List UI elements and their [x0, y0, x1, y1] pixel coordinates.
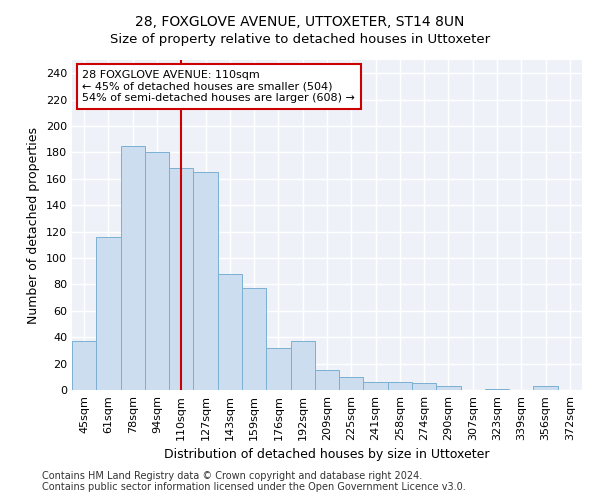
- Text: Size of property relative to detached houses in Uttoxeter: Size of property relative to detached ho…: [110, 32, 490, 46]
- Bar: [218, 274, 242, 390]
- Bar: [193, 172, 218, 390]
- Bar: [96, 237, 121, 390]
- X-axis label: Distribution of detached houses by size in Uttoxeter: Distribution of detached houses by size …: [164, 448, 490, 462]
- Bar: [412, 384, 436, 390]
- Bar: [145, 152, 169, 390]
- Text: Contains HM Land Registry data © Crown copyright and database right 2024.
Contai: Contains HM Land Registry data © Crown c…: [42, 471, 466, 492]
- Bar: [266, 348, 290, 390]
- Text: 28 FOXGLOVE AVENUE: 110sqm
← 45% of detached houses are smaller (504)
54% of sem: 28 FOXGLOVE AVENUE: 110sqm ← 45% of deta…: [82, 70, 355, 103]
- Bar: [315, 370, 339, 390]
- Bar: [169, 168, 193, 390]
- Bar: [290, 341, 315, 390]
- Text: 28, FOXGLOVE AVENUE, UTTOXETER, ST14 8UN: 28, FOXGLOVE AVENUE, UTTOXETER, ST14 8UN: [136, 15, 464, 29]
- Bar: [121, 146, 145, 390]
- Bar: [72, 341, 96, 390]
- Bar: [364, 382, 388, 390]
- Bar: [242, 288, 266, 390]
- Bar: [339, 377, 364, 390]
- Bar: [485, 388, 509, 390]
- Bar: [436, 386, 461, 390]
- Y-axis label: Number of detached properties: Number of detached properties: [28, 126, 40, 324]
- Bar: [533, 386, 558, 390]
- Bar: [388, 382, 412, 390]
